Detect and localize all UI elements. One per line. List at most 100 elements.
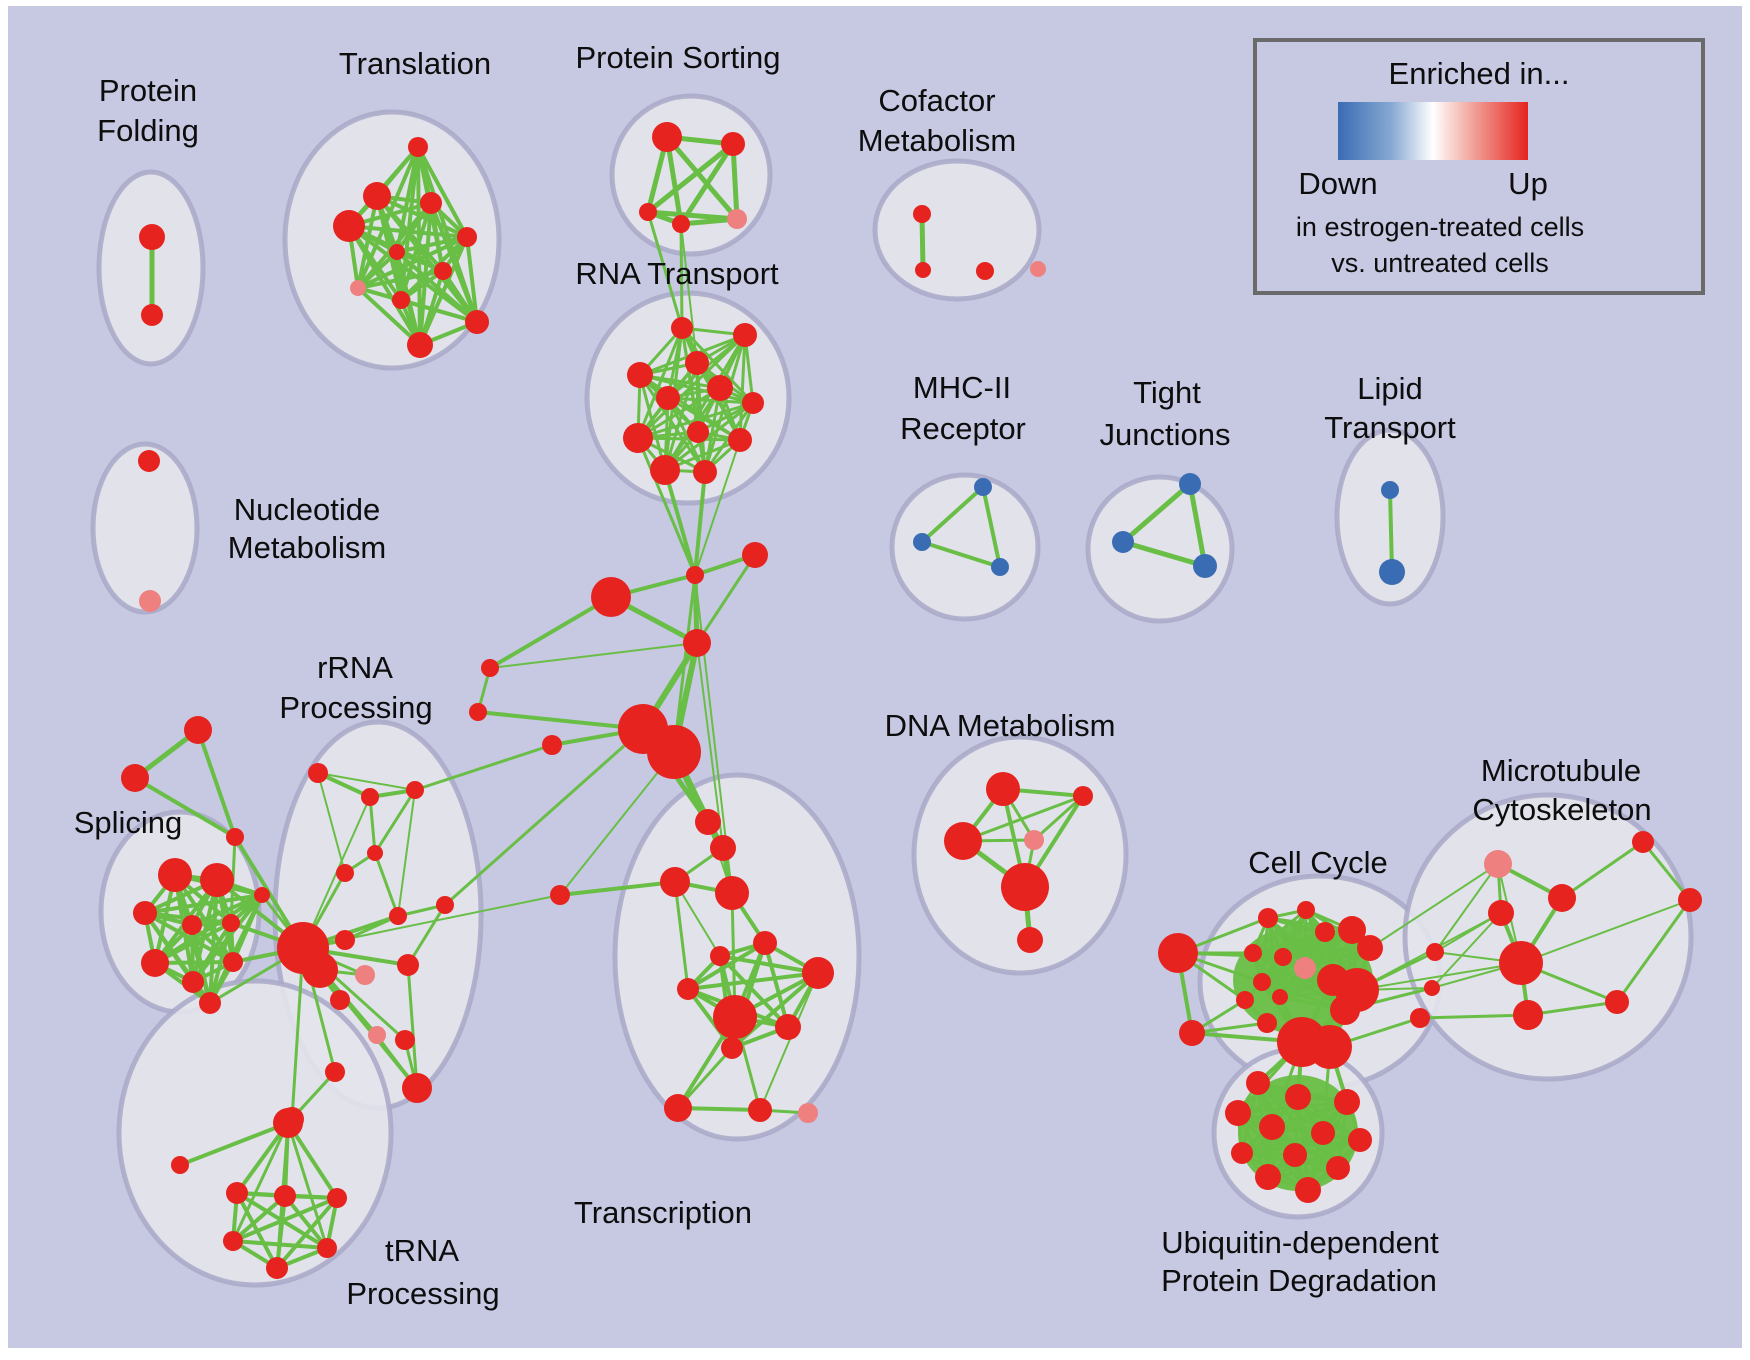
gene-set-node xyxy=(367,845,383,861)
legend-caption-line1: in estrogen-treated cells xyxy=(1295,212,1585,242)
gene-set-node xyxy=(266,1257,288,1279)
cluster-label-splicing: Splicing xyxy=(74,805,183,840)
cluster-label-trna-processing: Processing xyxy=(346,1276,499,1311)
similarity-edge xyxy=(686,941,767,991)
gene-set-node xyxy=(402,1073,432,1103)
similarity-edge xyxy=(368,795,377,855)
gene-set-node xyxy=(1255,1164,1281,1190)
gene-set-node xyxy=(1548,884,1576,912)
legend-title: Enriched in... xyxy=(1388,56,1570,91)
gene-set-node xyxy=(1259,1114,1285,1140)
gene-set-node xyxy=(223,1231,243,1251)
similarity-edge xyxy=(693,470,707,577)
gene-set-node xyxy=(133,901,157,925)
gene-set-node xyxy=(1258,908,1278,928)
cluster-ellipse-trna-processing xyxy=(116,978,394,1288)
similarity-edge xyxy=(399,298,479,324)
gene-set-node xyxy=(677,978,699,1000)
cluster-label-tight-junctions: Junctions xyxy=(1100,417,1231,452)
similarity-edge xyxy=(981,485,1002,569)
similarity-edge xyxy=(645,141,736,215)
gene-set-node xyxy=(254,887,270,903)
gene-set-node xyxy=(1632,831,1654,853)
gene-set-node xyxy=(406,781,424,799)
gene-set-node xyxy=(361,788,379,806)
gene-set-node xyxy=(1326,1156,1350,1180)
gene-set-node xyxy=(1315,922,1335,942)
gene-set-node xyxy=(200,863,234,897)
gene-set-node xyxy=(944,822,982,860)
gene-set-node xyxy=(223,952,243,972)
gene-set-node xyxy=(591,577,631,617)
similarity-edge xyxy=(636,436,697,577)
cluster-label-transcription: Transcription xyxy=(574,1195,752,1230)
similarity-edge xyxy=(231,1196,339,1243)
gene-set-node xyxy=(652,122,682,152)
gene-set-node xyxy=(363,182,391,210)
similarity-edge xyxy=(416,145,469,239)
similarity-edge xyxy=(920,540,1002,569)
gene-set-node xyxy=(389,244,405,260)
similarity-edge xyxy=(1266,1138,1362,1179)
similarity-edge xyxy=(718,954,790,1029)
similarity-edge xyxy=(489,642,698,669)
similarity-edge xyxy=(356,269,445,290)
similarity-edge xyxy=(406,963,419,1090)
similarity-edge xyxy=(1120,481,1193,545)
similarity-edge xyxy=(1251,928,1354,955)
similarity-edge xyxy=(356,286,422,347)
gene-set-node xyxy=(139,590,161,612)
gene-set-node xyxy=(1424,980,1440,996)
gene-set-node xyxy=(1499,941,1543,985)
gene-set-node xyxy=(481,659,499,677)
gene-set-node xyxy=(647,725,701,779)
gene-set-node xyxy=(469,703,487,721)
similarity-edge xyxy=(673,880,690,991)
similarity-edge xyxy=(317,772,416,791)
gene-set-node xyxy=(1283,1143,1307,1167)
similarity-edge xyxy=(672,573,697,754)
similarity-edge xyxy=(406,903,447,967)
cluster-ellipse-tight-junctions xyxy=(1085,474,1235,624)
similarity-edge xyxy=(373,788,417,855)
cluster-label-trna-processing: tRNA xyxy=(385,1233,459,1268)
gene-set-node xyxy=(1274,948,1292,966)
gene-set-node xyxy=(721,132,745,156)
gene-set-node xyxy=(728,428,752,452)
similarity-edge xyxy=(347,224,479,324)
gene-set-node xyxy=(986,772,1020,806)
gene-set-node xyxy=(465,310,489,334)
gene-set-node xyxy=(1426,943,1444,961)
similarity-edge xyxy=(290,946,305,1121)
similarity-edge xyxy=(666,396,755,405)
gene-set-node xyxy=(420,192,442,214)
gene-set-node xyxy=(408,137,428,157)
similarity-edge xyxy=(686,987,734,1050)
gene-set-node xyxy=(350,280,366,296)
gene-set-node xyxy=(327,1188,347,1208)
cluster-label-mhc-ii-receptor: MHC-II xyxy=(913,370,1011,405)
gene-set-node xyxy=(1231,1142,1253,1164)
gene-set-node xyxy=(1179,473,1201,495)
gene-set-node xyxy=(693,460,717,484)
gene-set-node xyxy=(1179,1020,1205,1046)
legend-box: Enriched in... Down Up in estrogen-treat… xyxy=(1253,38,1705,295)
gene-set-node xyxy=(1357,935,1383,961)
gene-set-node xyxy=(1244,944,1262,962)
similarity-edge xyxy=(1281,946,1372,959)
similarity-edge xyxy=(1120,539,1208,569)
gene-set-node xyxy=(1246,1071,1270,1095)
gene-set-node xyxy=(1272,989,1288,1005)
cluster-label-cell-cycle: Cell Cycle xyxy=(1248,845,1388,880)
similarity-edge xyxy=(664,134,740,222)
cluster-label-cofactor-metabolism: Metabolism xyxy=(858,123,1017,158)
similarity-edge xyxy=(763,941,790,1029)
gene-set-node xyxy=(775,1014,801,1040)
gene-set-node xyxy=(392,291,410,309)
similarity-edge xyxy=(1615,898,1692,1004)
cluster-label-cofactor-metabolism: Cofactor xyxy=(878,83,995,118)
gene-set-node xyxy=(336,864,354,882)
gene-set-node xyxy=(141,304,163,326)
similarity-edge xyxy=(1434,863,1499,953)
similarity-edge xyxy=(1520,899,1691,964)
